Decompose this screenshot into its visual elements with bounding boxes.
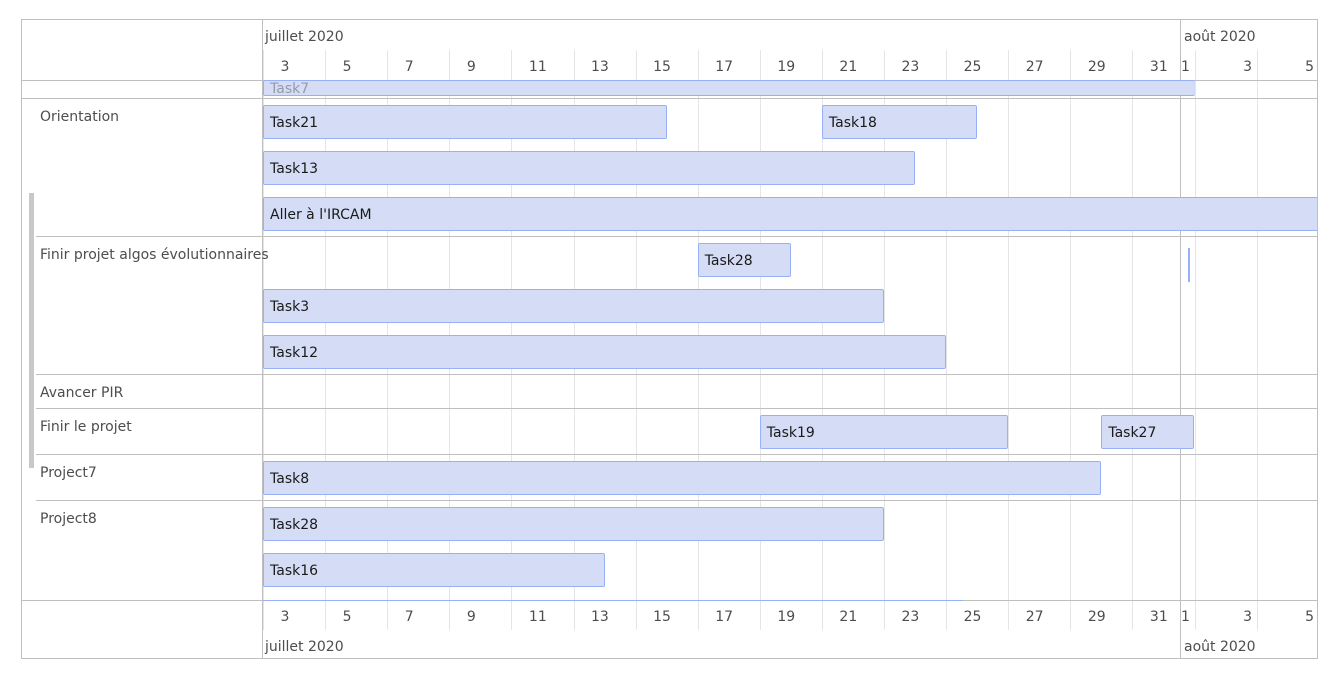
- group-separator: [36, 454, 1317, 455]
- day-tick-label-top: 11: [528, 59, 547, 75]
- clipped-item-edge: [263, 600, 963, 601]
- task-bar[interactable]: Task8: [263, 461, 1102, 495]
- grid-line: [1070, 50, 1072, 630]
- day-tick-label-top: 7: [404, 59, 414, 75]
- point-marker[interactable]: [1188, 248, 1191, 282]
- day-tick-label-top: 25: [963, 59, 982, 75]
- day-tick-label-top: 17: [715, 59, 734, 75]
- day-tick-label-bottom: 1: [1180, 609, 1190, 625]
- month-boundary-line: [1180, 20, 1181, 658]
- task-bar[interactable]: Aller à l'IRCAM: [263, 197, 1317, 231]
- day-tick-label-bottom: 5: [342, 609, 352, 625]
- day-tick-label-bottom: 17: [715, 609, 734, 625]
- task-bar[interactable]: Task27: [1101, 415, 1195, 449]
- day-tick-label-top: 3: [1243, 59, 1252, 75]
- group-label: Avancer PIR: [40, 385, 124, 401]
- grid-line: [946, 50, 948, 630]
- group-label: Project7: [40, 465, 97, 481]
- month-label-july-top: juillet 2020: [265, 29, 344, 45]
- day-tick-label-top: 27: [1025, 59, 1044, 75]
- group-separator: [36, 236, 1317, 237]
- day-tick-label-bottom: 13: [591, 609, 609, 625]
- group-label: Finir le projet: [40, 419, 132, 435]
- task-bar[interactable]: Task13: [263, 151, 916, 185]
- task-bar[interactable]: Task3: [263, 289, 884, 323]
- day-tick-label-bottom: 5: [1305, 609, 1315, 625]
- day-tick-label-bottom: 19: [777, 609, 796, 625]
- group-separator: [36, 374, 1317, 375]
- day-tick-label-top: 9: [466, 59, 476, 75]
- grid-line: [1256, 50, 1258, 630]
- month-label-july-bottom: juillet 2020: [265, 639, 344, 655]
- day-tick-label-bottom: 29: [1087, 609, 1106, 625]
- gantt-timeline[interactable]: juillet 2020 août 2020 3 5 7 9 11 13 15 17 19 21 2…: [21, 19, 1318, 659]
- day-tick-label-top: 1: [1180, 59, 1190, 75]
- group-label: Finir projet algos évolutionnaires: [40, 247, 269, 263]
- task-bar[interactable]: Task18: [821, 105, 978, 139]
- day-tick-label-bottom: 31: [1149, 609, 1168, 625]
- day-tick-label-top: 13: [591, 59, 609, 75]
- day-tick-label-bottom: 23: [901, 609, 920, 625]
- day-tick-label-bottom: 9: [466, 609, 476, 625]
- day-tick-label-bottom: 21: [839, 609, 858, 625]
- day-tick-label-top: 23: [901, 59, 920, 75]
- day-tick-label-bottom: 15: [653, 609, 671, 625]
- month-label-august-top: août 2020: [1184, 29, 1256, 45]
- day-tick-label-bottom: 11: [528, 609, 547, 625]
- header-mask: [22, 20, 1317, 80]
- vertical-scrollbar-thumb[interactable]: [29, 193, 34, 468]
- task-bar[interactable]: Task28: [263, 507, 884, 541]
- day-tick-label-top: 31: [1149, 59, 1168, 75]
- day-tick-label-top: 19: [777, 59, 796, 75]
- label-panel-border: [262, 20, 263, 658]
- day-tick-label-top: 5: [342, 59, 352, 75]
- grid-line: [1194, 50, 1196, 630]
- group-separator: [36, 408, 1317, 409]
- task-bar[interactable]: Task7: [263, 80, 1195, 96]
- day-tick-label-bottom: 3: [280, 609, 290, 625]
- day-tick-label-bottom: 25: [963, 609, 982, 625]
- day-tick-label-top: 3: [280, 59, 290, 75]
- day-tick-label-bottom: 3: [1243, 609, 1252, 625]
- task-bar[interactable]: Task19: [759, 415, 1009, 449]
- task-bar[interactable]: Task16: [263, 553, 605, 587]
- task-bar[interactable]: Task28: [697, 243, 791, 277]
- day-tick-label-top: 15: [653, 59, 671, 75]
- day-tick-label-bottom: 27: [1025, 609, 1044, 625]
- day-tick-label-top: 21: [839, 59, 858, 75]
- month-label-august-bottom: août 2020: [1184, 639, 1256, 655]
- day-tick-label-bottom: 7: [404, 609, 414, 625]
- day-tick-label-top: 29: [1087, 59, 1106, 75]
- group-separator: [36, 500, 1317, 501]
- group-label: Orientation: [40, 109, 120, 125]
- group-label: Project8: [40, 511, 97, 527]
- task-bar[interactable]: Task21: [263, 105, 667, 139]
- grid-line: [1008, 50, 1010, 630]
- task-bar[interactable]: Task12: [263, 335, 947, 369]
- group-separator: [22, 98, 1317, 99]
- day-tick-label-top: 5: [1305, 59, 1315, 75]
- grid-line: [1132, 50, 1134, 630]
